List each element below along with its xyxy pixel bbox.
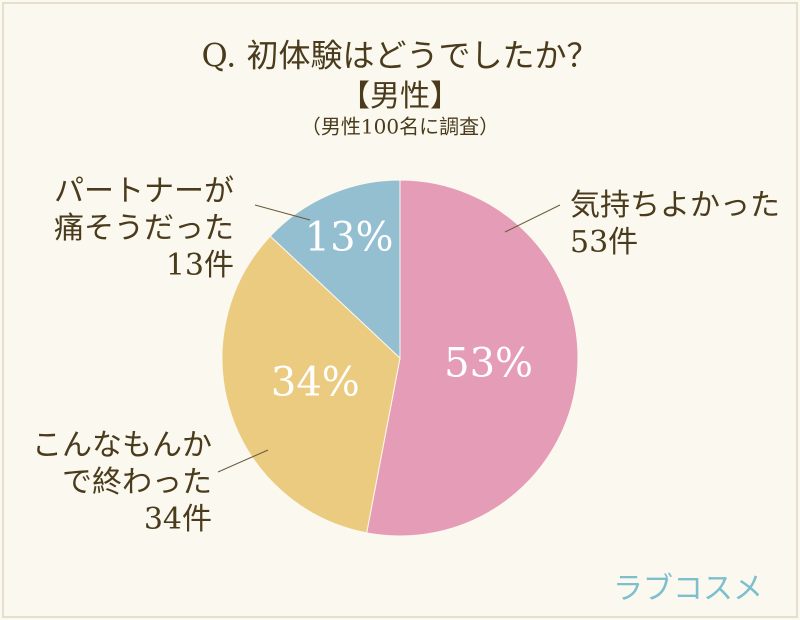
category-label: 気持ちよかった (570, 188, 780, 223)
category-label: パートナーが (54, 174, 234, 209)
chart-note: （男性100名に調査） (301, 115, 499, 139)
count-label: 34件 (144, 502, 212, 537)
leader-line (217, 449, 269, 473)
category-label: 痛そうだった (54, 211, 234, 246)
pie-slice (366, 179, 579, 537)
value-label: 34% (271, 360, 360, 406)
leader-line (504, 204, 561, 233)
pie-slice (269, 179, 401, 360)
pie-slice (221, 235, 401, 534)
value-label: 53% (444, 340, 533, 386)
chart-subtitle: 【男性】 (340, 79, 460, 114)
category-label: こんなもんか (32, 428, 212, 463)
value-label: 13% (305, 214, 394, 260)
chart-title: Q. 初体験はどうでしたか？ (202, 37, 599, 75)
count-label: 13件 (166, 248, 234, 283)
category-label: で終わった (62, 465, 212, 500)
leader-line (254, 204, 311, 221)
brand-logo: ラブコスメ (613, 572, 763, 607)
count-label: 53件 (570, 225, 638, 260)
